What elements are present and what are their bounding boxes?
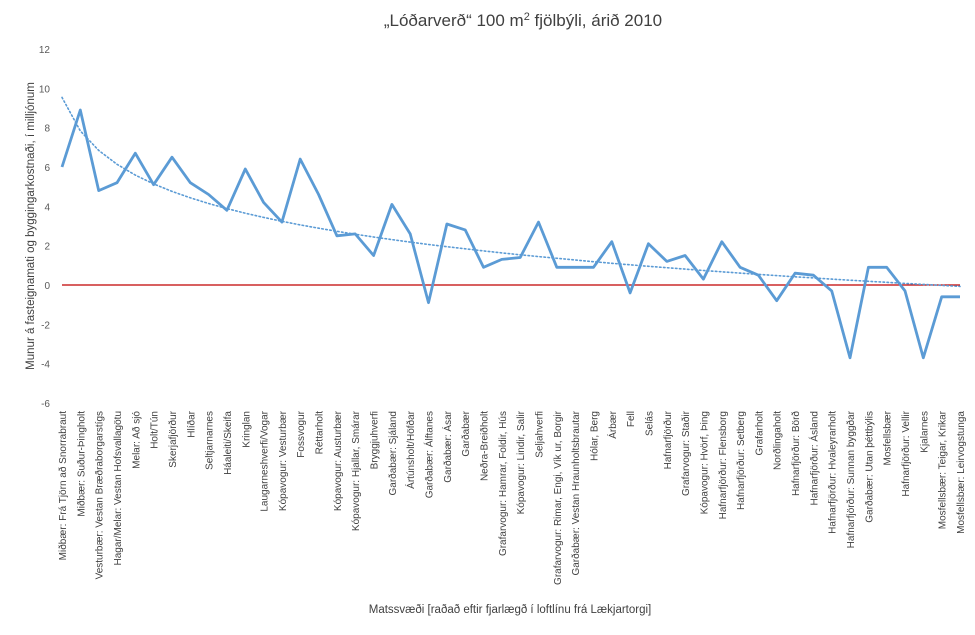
x-tick-label: Kringlan: [241, 411, 252, 448]
x-tick-label: Kópavogur: Hvörf, Þing: [699, 411, 710, 514]
x-tick-label: Grafarvogur: Hamrar, Foldir, Hús: [498, 411, 509, 556]
x-tick-label: Kópavogur: Austurbær: [333, 410, 344, 511]
x-tick-label: Kópavogur: Vesturbær: [278, 410, 289, 511]
x-tick-label: Seljahverfi: [534, 411, 545, 458]
x-tick-label: Réttarholt: [315, 411, 326, 455]
y-tick-label: -4: [41, 360, 50, 371]
x-tick-label: Ártúnsholt/Höfðar: [404, 410, 417, 488]
y-tick-label: -6: [41, 399, 50, 410]
x-tick-label: Miðbær: Suður-Þingholt: [75, 411, 87, 517]
x-tick-label: Garðabær: Utan þéttbýlis: [863, 411, 875, 523]
chart-title: „Lóðarverð“ 100 m2 fjölbýli, árið 2010: [384, 11, 662, 30]
series-line: [60, 108, 960, 360]
x-tick-label: Hafnarfjörður: Vellir: [900, 410, 912, 496]
x-tick-label: Hafnarfjörður: Börð: [790, 411, 802, 496]
x-tick-label: Grafarvogur: Rimar, Engi, Vík ur, Borgir: [553, 410, 564, 585]
x-tick-label: Hafnarfjörður: Ásland: [807, 411, 820, 506]
x-tick-label: Grafarvogur: Staðir: [680, 410, 692, 496]
y-tick-label: 6: [44, 163, 50, 174]
x-tick-label: Vesturbær: Vestan Bræðraborgarstígs: [94, 411, 106, 579]
x-tick-label: Árbær: [606, 410, 619, 438]
chart-title-superscript: 2: [524, 11, 530, 23]
x-tick-label: Hafnarfjörður: [662, 410, 674, 469]
y-tick-label: -2: [41, 320, 50, 331]
x-tick-label: Garðabær: Álftanes: [423, 411, 436, 498]
x-tick-label: Selás: [644, 411, 655, 436]
x-tick-label: Laugarneshverfi/Vogar: [260, 410, 271, 511]
x-tick-label: Norðlingaholt: [772, 411, 784, 470]
x-tick-label: Hagar/Melar: Vestan Hofsvallagötu: [113, 411, 124, 566]
x-tick-label: Neðra-Breiðholt: [479, 411, 491, 481]
x-tick-label: Hafnarfjörður: Sunnan byggðar: [845, 410, 857, 548]
x-tick-label: Mosfellsbær: Leirvogstunga: [956, 411, 967, 534]
x-tick-label: Hlíðar: [185, 410, 197, 437]
chart-title-main: „Lóðarverð“ 100 m: [384, 11, 524, 30]
chart-title-rest: fjölbýli, árið 2010: [530, 11, 662, 30]
x-tick-label: Fossvogur: [296, 410, 307, 457]
x-tick-label: Hafnarfjörður: Flensborg: [717, 411, 729, 519]
x-tick-label: Garðabær: Ásar: [441, 410, 454, 482]
x-tick-label: Bryggjuhverfi: [370, 411, 381, 469]
x-tick-label: Garðabær: Vestan Hraunholtsbrautar: [570, 410, 582, 575]
x-tick-label: Holt/Tún: [150, 411, 161, 449]
x-tick-label: Kjalarnes: [919, 411, 930, 453]
y-tick-label: 12: [39, 45, 51, 56]
x-tick-label: Mosfellsbær: Teigar, Krikar: [938, 410, 949, 529]
x-tick-label: Garðabær: [460, 410, 472, 456]
x-tick-label: Mosfellsbær: [883, 410, 894, 465]
plot-area: -6 -4 -2 0 2 4 6 8 10 12 Miðbær: Frá Tjörn að Snor…: [39, 45, 967, 585]
y-tick-label: 10: [39, 84, 51, 95]
x-axis-label: Matssvæði [raðað eftir fjarlægð í loftlí…: [369, 604, 652, 616]
x-tick-label: Kópavogur: Hjallar, Smárar: [351, 410, 362, 531]
x-tick-label: Hafnarfjörður: Setberg: [735, 411, 747, 510]
y-tick-label: 8: [44, 124, 50, 135]
x-tick-label: Skerjafjörður: [167, 410, 179, 467]
x-tick-label: Fell: [626, 411, 637, 427]
x-tick-label: Háaleiti/Skeifa: [223, 411, 234, 475]
x-tick-label: Miðbær: Frá Tjörn að Snorrabraut: [57, 411, 69, 561]
x-tick-label: Hafnarfjörður: Hvaleyrarholt: [827, 411, 839, 534]
y-tick-label: 4: [44, 202, 50, 213]
x-tick-label: Hólar, Berg: [589, 411, 600, 461]
y-tick-label: 2: [44, 242, 50, 253]
y-axis-label: Munur á fasteignamati og byggingarkostna…: [25, 82, 37, 370]
x-tick-label: Garðabær: Sjáland: [387, 411, 399, 496]
x-tick-label: Kópavogur: Lindir, Salir: [516, 410, 527, 514]
x-tick-label: Grafarholt: [754, 411, 765, 456]
x-tick-label: Seltjarnarnes: [205, 411, 216, 470]
x-tick-label: Melar: Að sjó: [130, 411, 142, 469]
y-tick-label: 0: [44, 281, 50, 292]
